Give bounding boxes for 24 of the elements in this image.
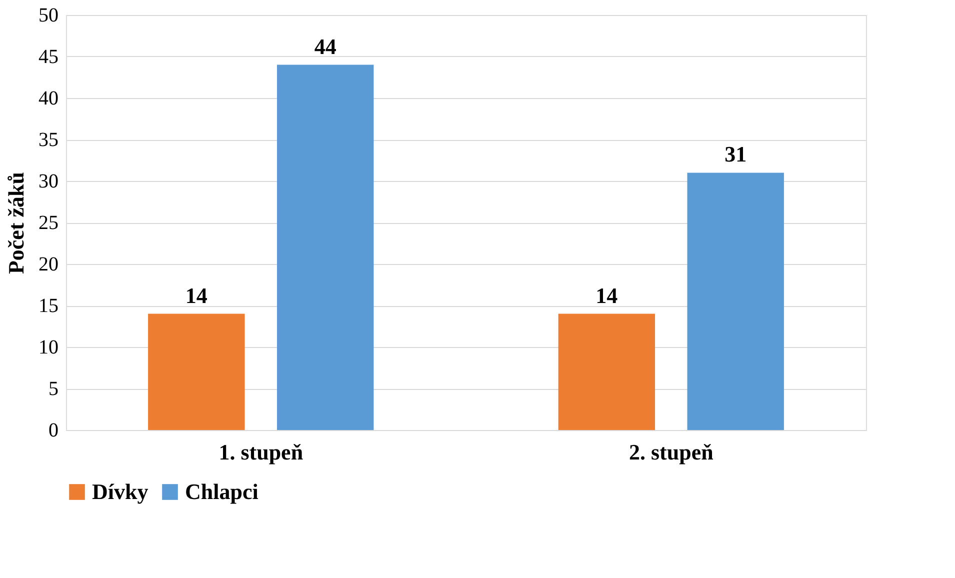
y-axis-title: Počet žáků bbox=[4, 172, 28, 274]
bar bbox=[148, 314, 245, 430]
y-tick-label: 15 bbox=[38, 295, 58, 317]
data-label: 44 bbox=[314, 34, 336, 59]
y-tick-label: 0 bbox=[48, 420, 58, 442]
bar bbox=[276, 64, 374, 430]
y-tick-label: 5 bbox=[48, 378, 58, 400]
y-tick-label: 35 bbox=[38, 129, 58, 151]
y-tick-label: 50 bbox=[38, 4, 58, 26]
legend-label: Dívky bbox=[92, 479, 148, 504]
y-tick-label: 30 bbox=[38, 170, 58, 192]
y-tick-label: 25 bbox=[38, 212, 58, 234]
bar bbox=[687, 172, 784, 430]
data-label: 14 bbox=[596, 282, 618, 308]
x-tick-label: 1. stupeň bbox=[218, 440, 304, 464]
data-label: 14 bbox=[185, 282, 208, 308]
data-label: 31 bbox=[724, 142, 747, 167]
y-tick-label: 45 bbox=[38, 46, 58, 68]
legend-label: Chlapci bbox=[185, 479, 258, 504]
y-tick-label: 20 bbox=[38, 254, 58, 276]
bar bbox=[558, 314, 656, 430]
y-tick-label: 40 bbox=[38, 88, 58, 110]
x-tick-label: 2. stupeň bbox=[628, 440, 714, 464]
y-tick-label: 10 bbox=[38, 336, 58, 358]
